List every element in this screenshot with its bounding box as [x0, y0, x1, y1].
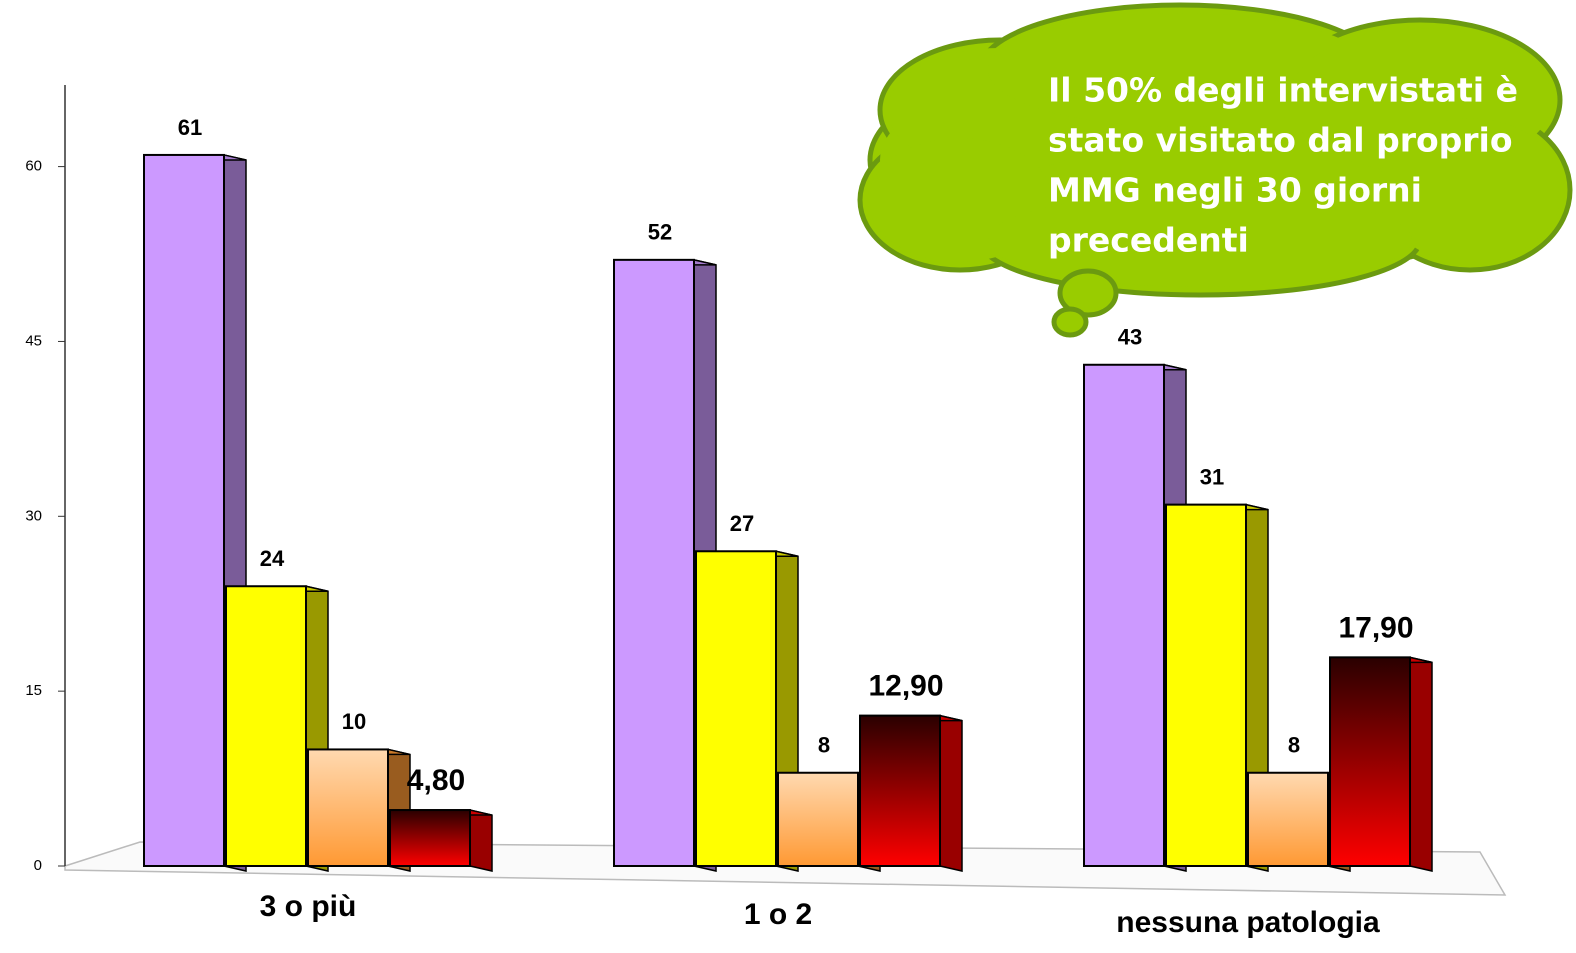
- bar: [225, 585, 307, 868]
- bar-side: [1409, 656, 1433, 872]
- bar: [859, 714, 941, 867]
- bar: [1329, 656, 1411, 868]
- data-label: 12,90: [868, 670, 943, 703]
- data-label: 43: [1118, 325, 1142, 350]
- bar: [613, 258, 695, 867]
- y-tick-label: 15: [25, 682, 42, 699]
- annotation: precedenti: [1048, 221, 1249, 260]
- bar-side: [939, 714, 963, 872]
- data-label: 61: [178, 115, 202, 140]
- bar: [777, 771, 859, 868]
- bar-side: [469, 809, 493, 872]
- annotation: Il 50% degli intervistati è: [1048, 71, 1518, 110]
- annotation: MMG negli 30 giorni: [1048, 171, 1422, 210]
- bar: [1083, 363, 1165, 867]
- y-tick-label: 60: [25, 158, 42, 175]
- bar: [1247, 771, 1329, 868]
- data-label: 10: [342, 709, 366, 734]
- y-tick-label: 0: [34, 857, 42, 874]
- data-label: 27: [730, 511, 754, 536]
- bar: [143, 153, 225, 867]
- bar: [307, 748, 389, 868]
- x-tick-label: 3 o più: [260, 890, 357, 923]
- data-label: 8: [818, 733, 830, 758]
- x-tick-label: nessuna patologia: [1116, 906, 1380, 939]
- data-label: 31: [1200, 464, 1224, 489]
- bar: [695, 550, 777, 868]
- data-label: 4,80: [407, 764, 465, 797]
- data-label: 24: [260, 546, 285, 571]
- data-label: 52: [648, 220, 672, 245]
- bar: [1165, 503, 1247, 867]
- y-tick-label: 45: [25, 332, 42, 349]
- x-tick-label: 1 o 2: [744, 898, 812, 931]
- y-tick-label: 30: [25, 507, 42, 524]
- bar: [389, 809, 471, 868]
- data-label: 8: [1288, 733, 1300, 758]
- annotation: stato visitato dal proprio: [1048, 121, 1513, 160]
- data-label: 17,90: [1338, 611, 1413, 644]
- cloud: [857, 2, 1573, 338]
